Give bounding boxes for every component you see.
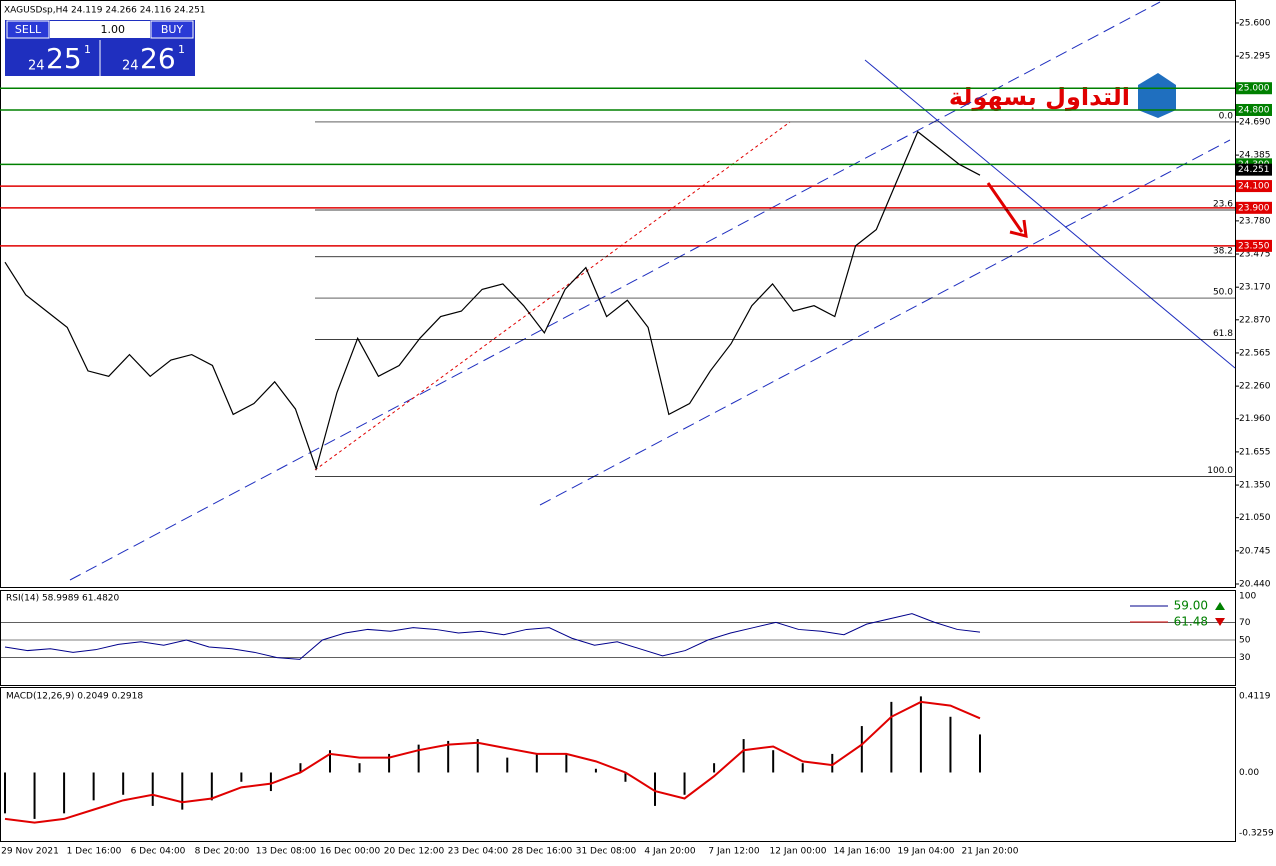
rsi-legend-label: 61.48 — [1174, 615, 1208, 629]
macd-tick-label: -0.3259 — [1239, 829, 1274, 839]
level-tag — [1236, 180, 1272, 193]
price-tick-label: 25.600 — [1239, 19, 1271, 29]
time-label: 1 Dec 16:00 — [67, 847, 122, 857]
rsi-line — [4, 613, 981, 660]
buy-big: 24 — [122, 59, 139, 74]
rsi-legend-arrow — [1215, 618, 1225, 626]
current-tag — [1236, 163, 1272, 176]
level-tag — [1236, 103, 1272, 116]
level-tag — [1236, 201, 1272, 214]
time-label: 12 Jan 00:00 — [770, 847, 827, 857]
time-label: 23 Dec 04:00 — [448, 847, 509, 857]
rsi-tick-label: 70 — [1239, 618, 1251, 628]
rsi-tick-label: 100 — [1239, 592, 1256, 602]
sell-big: 24 — [28, 59, 45, 74]
price-tick-label: 24.690 — [1239, 117, 1271, 127]
time-label: 7 Jan 12:00 — [708, 847, 760, 857]
time-label: 8 Dec 20:00 — [195, 847, 250, 857]
trend-line — [314, 121, 791, 471]
fib-label: 61.8 — [1213, 329, 1233, 339]
price-tick-label: 20.745 — [1239, 546, 1271, 556]
lot-value: 1.00 — [101, 23, 126, 36]
price-tick-label: 23.475 — [1239, 250, 1271, 260]
macd-frame — [0, 687, 1236, 842]
level-label: 24.800 — [1238, 105, 1270, 115]
macd-tick-label: 0.4119 — [1239, 692, 1271, 702]
price-tick-label: 20.440 — [1239, 580, 1271, 590]
price-tick-label: 22.565 — [1239, 348, 1271, 358]
rsi-tick-label: 30 — [1239, 653, 1251, 663]
time-label: 29 Nov 2021 — [1, 847, 59, 857]
trade-panel: SELL 1.00 BUY 24 25 1 24 26 1 — [5, 20, 195, 76]
time-label: 28 Dec 16:00 — [512, 847, 573, 857]
price-tick-label: 25.295 — [1239, 52, 1271, 62]
level-label: 23.550 — [1238, 241, 1270, 251]
rsi-tick-label: 50 — [1239, 636, 1251, 646]
time-label: 4 Jan 20:00 — [644, 847, 696, 857]
price-line — [4, 130, 981, 471]
time-label: 20 Dec 12:00 — [384, 847, 445, 857]
price-tick-label: 23.780 — [1239, 216, 1271, 226]
price-tick-label: 22.870 — [1239, 315, 1271, 325]
level-tag — [1236, 239, 1272, 252]
lot-input[interactable] — [50, 21, 150, 38]
sell-button[interactable] — [6, 20, 50, 39]
price-tick-label: 21.655 — [1239, 447, 1271, 457]
price-tick-label: 21.960 — [1239, 414, 1271, 424]
fib-label: 0.0 — [1219, 111, 1234, 121]
time-label: 16 Dec 00:00 — [320, 847, 381, 857]
sell-sup: 1 — [84, 43, 91, 56]
price-tick-label: 23.170 — [1239, 283, 1271, 293]
rsi-legend-arrow — [1215, 602, 1225, 610]
time-label: 13 Dec 08:00 — [256, 847, 317, 857]
level-label: 23.900 — [1238, 203, 1270, 213]
price-tick-label: 22.260 — [1239, 382, 1271, 392]
buy-button[interactable] — [150, 20, 194, 39]
fib-label: 38.2 — [1213, 246, 1233, 256]
level-tag — [1236, 82, 1272, 95]
buy-main: 26 — [140, 42, 176, 75]
forecast-arrow — [986, 182, 1028, 238]
price-tick-label: 24.385 — [1239, 151, 1271, 161]
logo-text: التداول بسهولة — [949, 83, 1130, 111]
trend-line — [864, 59, 1236, 369]
time-label: 14 Jan 16:00 — [834, 847, 891, 857]
channel-line — [69, 1, 1161, 581]
rsi-frame — [0, 590, 1236, 686]
price-tick-label: 21.050 — [1239, 513, 1271, 523]
symbol-info: XAGUSDsp,H4 24.119 24.266 24.116 24.251 — [4, 6, 206, 16]
level-label: 24.100 — [1238, 182, 1270, 192]
channel-line — [539, 139, 1231, 506]
macd-tick-label: 0.00 — [1239, 768, 1259, 778]
fib-label: 100.0 — [1207, 466, 1233, 476]
macd-title: MACD(12,26,9) 0.2049 0.2918 — [6, 692, 143, 702]
buy-label: BUY — [161, 23, 184, 36]
buy-sup: 1 — [178, 43, 185, 56]
time-label: 19 Jan 04:00 — [898, 847, 955, 857]
time-label: 6 Dec 04:00 — [131, 847, 186, 857]
rsi-title: RSI(14) 58.9989 61.4820 — [6, 594, 120, 604]
rsi-legend-label: 59.00 — [1174, 599, 1208, 613]
logo-icon — [1138, 73, 1176, 118]
fib-label: 50.0 — [1213, 288, 1233, 298]
fib-label: 23.6 — [1213, 200, 1233, 210]
macd-signal — [4, 700, 981, 824]
sell-label: SELL — [15, 23, 42, 36]
current-label: 24.251 — [1238, 165, 1270, 175]
level-label: 25.000 — [1238, 84, 1270, 94]
sell-main: 25 — [46, 42, 82, 75]
time-label: 21 Jan 20:00 — [962, 847, 1019, 857]
price-tick-label: 21.350 — [1239, 481, 1271, 491]
main-frame — [0, 0, 1236, 588]
time-label: 31 Dec 08:00 — [576, 847, 637, 857]
